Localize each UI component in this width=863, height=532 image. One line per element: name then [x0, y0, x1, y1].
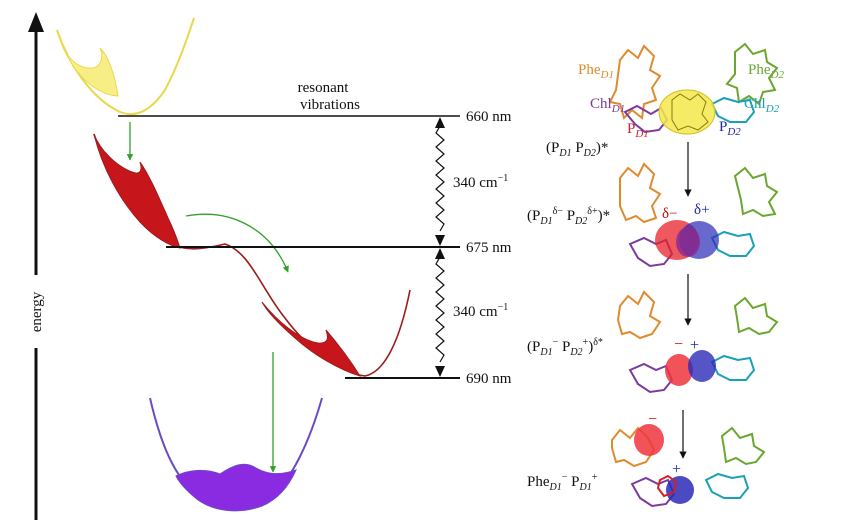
wavy-arrow-lower: [435, 248, 445, 377]
state-label-3: (PD1​−​ PD2​+​)δ*​: [527, 337, 603, 358]
charge-delta-plus: δ+: [694, 202, 710, 218]
label-phe-d1: PheD1: [578, 62, 614, 81]
wavy-arrow-upper: [435, 117, 445, 246]
label-chl-d2: ChlD2: [744, 96, 780, 115]
red-well-fill-upper: [93, 133, 181, 249]
molecule-panel-3: [616, 290, 779, 394]
label-p-d2: PD2: [719, 119, 741, 138]
purple-well-fill: [175, 463, 297, 512]
energy-axis-label: energy: [29, 291, 45, 332]
level-label-675: 675 nm: [466, 240, 512, 256]
state-label-2: (PD1​δ−​ PD2​δ+​)*: [527, 206, 610, 227]
gap-label-upper: 340 cm−1: [453, 173, 508, 191]
charge-plus-panel3: +: [690, 337, 699, 354]
label-p-d1: PD1: [627, 121, 649, 140]
red-well-fill-lower: [261, 301, 362, 377]
charge-minus-panel4: −: [648, 411, 657, 428]
gap-label-lower: 340 cm−1: [453, 302, 508, 320]
label-chl-d1: ChlD1: [590, 96, 625, 115]
molecule-panel-4: [611, 424, 766, 508]
green-arrow-resonant-transfer: [185, 213, 289, 273]
charge-delta-minus: δ−: [662, 206, 678, 222]
yellow-well-fill: [57, 31, 119, 97]
charge-minus-panel3: −: [674, 336, 683, 353]
level-label-660: 660 nm: [466, 109, 512, 125]
label-phe-d2: PheD2: [748, 62, 784, 81]
annotation-line2: vibrations: [300, 97, 360, 113]
molecule-panel-1: [608, 42, 779, 135]
level-label-690: 690 nm: [466, 371, 512, 387]
charge-plus-panel4: +: [672, 461, 681, 478]
molecule-panel-2: [619, 162, 779, 268]
annotation-line1: resonant: [298, 80, 350, 96]
state-label-4: PheD1​−​ PD1​+​: [527, 472, 598, 493]
energy-axis-arrowhead: [28, 12, 44, 32]
state-label-1: (PD1​ PD2​)*: [546, 140, 608, 159]
